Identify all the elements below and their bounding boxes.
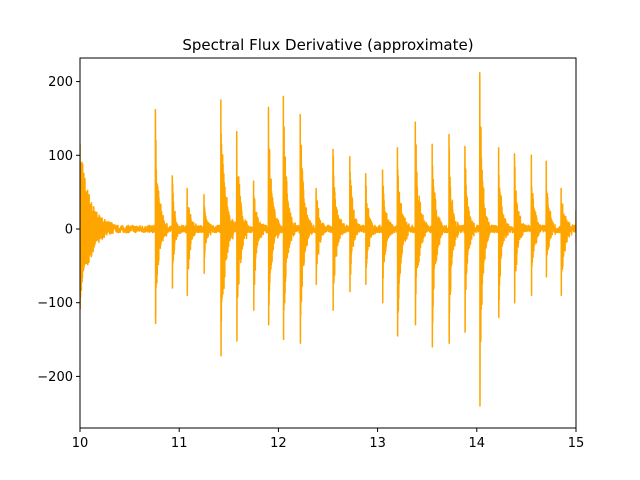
x-tick-label: 15 (568, 436, 585, 451)
x-tick-label: 14 (469, 436, 486, 451)
chart-title: Spectral Flux Derivative (approximate) (182, 36, 473, 54)
y-tick-label: 200 (48, 75, 73, 90)
x-tick-label: 12 (270, 436, 287, 451)
y-tick-label: 0 (65, 222, 73, 237)
series-line (80, 71, 576, 407)
y-axis: −200 −100 0 100 200 (37, 75, 80, 385)
x-tick-label: 13 (369, 436, 386, 451)
y-tick-label: 100 (48, 149, 73, 164)
plot-frame (79, 57, 577, 429)
x-tick-label: 11 (171, 436, 188, 451)
x-tick-label: 10 (72, 436, 89, 451)
x-axis: 10 11 12 13 14 15 (72, 428, 585, 451)
y-tick-label: −200 (37, 370, 73, 385)
y-tick-label: −100 (37, 296, 73, 311)
